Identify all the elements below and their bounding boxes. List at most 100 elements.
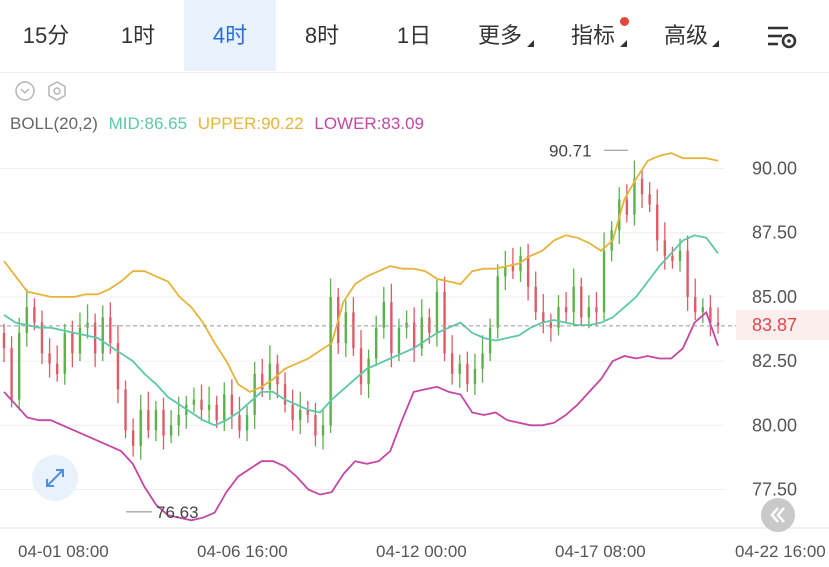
- candle-25: [192, 387, 196, 413]
- candle-88: [671, 246, 674, 269]
- candle-20: [154, 400, 158, 442]
- candle-84: [640, 169, 644, 209]
- candle-41: [314, 402, 317, 447]
- jump-to-latest-button[interactable]: [761, 498, 795, 532]
- boll-lower-line: [3, 310, 719, 522]
- boll-mid-value: MID:86.65: [108, 114, 188, 133]
- fullscreen-button[interactable]: [32, 455, 78, 501]
- candle-51: [390, 283, 393, 368]
- candle-38: [291, 389, 294, 431]
- double-chevron-left-icon: [770, 507, 785, 523]
- candle-24: [185, 395, 188, 429]
- candlesticks: [2, 160, 720, 460]
- x-tick-label-4: 04-22 16:00: [735, 542, 826, 561]
- boll-upper-value: UPPER:90.22: [197, 114, 304, 133]
- candle-55: [420, 299, 423, 356]
- candle-43: [329, 278, 332, 433]
- candle-47: [359, 330, 363, 395]
- tab-advanced[interactable]: 高级: [663, 23, 708, 48]
- candle-76: [580, 277, 583, 326]
- tab-4h[interactable]: 4时: [184, 0, 276, 71]
- interval-tab-bar: 15分 1时 4时 8时 1日 更多 指标 高级: [0, 0, 829, 73]
- candle-42: [321, 410, 325, 450]
- candle-79: [602, 232, 606, 321]
- indicators-dropdown-icon: [620, 40, 627, 47]
- y-tick-label-2: 85.00: [752, 287, 797, 307]
- candle-16: [124, 380, 127, 439]
- candle-49: [374, 315, 378, 367]
- candle-48: [367, 349, 370, 399]
- tab-15m[interactable]: 15分: [22, 23, 70, 48]
- candle-3: [25, 288, 28, 347]
- chevron-down-circle-icon: [15, 81, 35, 101]
- boll-legend: BOLL(20,2) MID:86.65 UPPER:90.22 LOWER:8…: [10, 114, 430, 134]
- candle-9: [71, 320, 74, 368]
- price-annotations: 90.71 76.63: [126, 141, 628, 522]
- tab-1h[interactable]: 1时: [120, 23, 156, 48]
- kline-chart[interactable]: 90.00 87.50 85.00 82.50 80.00 77.50 04-01 08:…: [0, 130, 829, 567]
- candle-29: [223, 382, 226, 431]
- notification-dot: [620, 17, 629, 26]
- candle-14: [109, 302, 112, 354]
- current-price-tag: 83.87: [736, 310, 829, 340]
- candle-62: [473, 353, 477, 395]
- y-axis-labels: 90.00 87.50 85.00 82.50 80.00 77.50: [752, 159, 797, 500]
- high-price-label: 90.71: [549, 141, 592, 160]
- candle-85: [648, 182, 651, 213]
- indicator-settings-button[interactable]: [46, 80, 68, 102]
- candle-26: [200, 384, 203, 421]
- collapse-indicator-button[interactable]: [14, 80, 36, 102]
- candle-60: [458, 354, 461, 388]
- candle-91: [694, 278, 697, 321]
- candle-18: [139, 394, 142, 460]
- y-tick-label-0: 90.00: [752, 159, 797, 179]
- y-tick-label-1: 87.50: [752, 223, 797, 243]
- candle-54: [412, 307, 416, 363]
- candle-90: [686, 235, 689, 311]
- candle-71: [542, 294, 545, 334]
- x-tick-label-3: 04-17 08:00: [555, 542, 646, 561]
- candle-27: [207, 386, 211, 424]
- candle-53: [405, 310, 408, 339]
- candle-68: [519, 246, 522, 283]
- list-gear-icon: [768, 26, 797, 49]
- tab-1d[interactable]: 1日: [396, 23, 432, 48]
- candle-83: [633, 160, 636, 226]
- candle-0: [2, 323, 6, 363]
- candle-82: [625, 184, 629, 223]
- candle-39: [299, 391, 302, 435]
- boll-lower-value: LOWER:83.09: [314, 114, 424, 133]
- candle-37: [283, 372, 287, 413]
- candle-21: [162, 397, 165, 450]
- boll-mid-line: [3, 234, 719, 427]
- advanced-dropdown-icon: [712, 40, 719, 47]
- x-tick-label-1: 04-06 16:00: [197, 542, 288, 561]
- candle-94: [716, 307, 720, 334]
- tab-indicators[interactable]: 指标: [570, 23, 615, 48]
- candle-73: [557, 295, 560, 336]
- candle-5: [40, 310, 44, 365]
- candle-69: [526, 243, 530, 301]
- chart-settings-button[interactable]: [764, 22, 800, 52]
- candle-17: [131, 418, 135, 457]
- candle-70: [534, 271, 537, 321]
- candle-13: [101, 305, 104, 362]
- expand-arrows-icon: [46, 469, 64, 487]
- candle-74: [564, 292, 568, 324]
- hexagon-settings-icon: [48, 81, 66, 101]
- candle-12: [93, 313, 97, 368]
- candle-4: [33, 298, 36, 331]
- x-axis-labels: 04-01 08:00 04-06 16:00 04-12 00:00 04-17 0…: [18, 542, 826, 561]
- boll-upper-line: [3, 152, 719, 393]
- candle-1: [10, 336, 13, 408]
- candle-78: [595, 292, 598, 327]
- candle-6: [48, 338, 51, 378]
- tab-8h[interactable]: 8时: [304, 23, 340, 48]
- candle-15: [116, 324, 120, 404]
- y-tick-label-5: 77.50: [752, 479, 797, 499]
- candle-33: [253, 361, 256, 429]
- candle-87: [663, 222, 667, 270]
- candle-7: [55, 345, 59, 382]
- candle-50: [382, 286, 385, 339]
- tab-more[interactable]: 更多: [477, 23, 522, 48]
